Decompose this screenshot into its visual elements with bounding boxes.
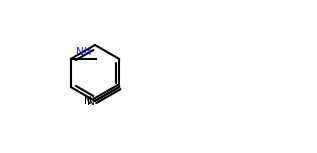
Text: NH: NH — [75, 47, 91, 57]
Text: N: N — [87, 97, 95, 107]
Text: N: N — [84, 96, 92, 106]
